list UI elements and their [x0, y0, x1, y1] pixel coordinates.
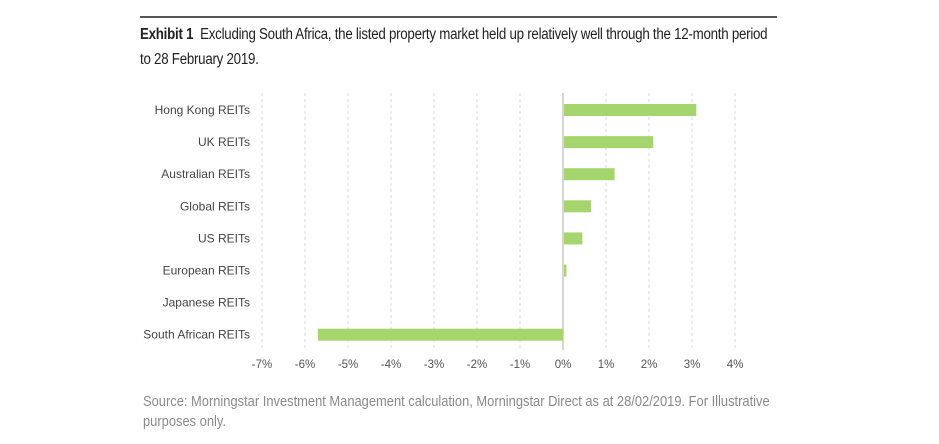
- gridlines: [261, 93, 736, 350]
- category-label: Australian REITs: [161, 167, 250, 181]
- x-tick-label: 2%: [641, 359, 658, 371]
- x-tick-label: -7%: [252, 359, 272, 371]
- x-tick-label: 1%: [598, 359, 615, 371]
- x-tick-label: 0%: [555, 359, 572, 371]
- category-label: Japanese REITs: [163, 296, 250, 310]
- x-tick-label: -3%: [424, 359, 444, 371]
- x-tick-label: -2%: [467, 359, 487, 371]
- x-tick-label: -6%: [295, 359, 315, 371]
- category-label: South African REITs: [143, 328, 250, 342]
- bar: [564, 232, 583, 245]
- category-label: European REITs: [163, 264, 250, 278]
- category-label: US REITs: [198, 231, 250, 245]
- category-labels: Hong Kong REITs UK REITs Australian REITs G…: [143, 103, 250, 342]
- x-tick-label: 4%: [727, 359, 744, 371]
- exhibit-title: Exhibit 1 Excluding South Africa, the li…: [140, 22, 780, 72]
- category-label: Hong Kong REITs: [155, 103, 250, 117]
- top-rule: [140, 16, 777, 18]
- category-label: UK REITs: [198, 135, 250, 149]
- bar: [564, 168, 615, 181]
- bar: [564, 136, 654, 149]
- bar: [564, 104, 697, 116]
- tick-labels: -7% -6% -5% -4% -3% -2% -1% 0% 1% 2% 3% 4%: [252, 359, 744, 371]
- exhibit-label: Exhibit 1: [140, 26, 194, 43]
- category-label: Global REITs: [180, 199, 250, 213]
- x-tick-label: -1%: [510, 359, 530, 371]
- bar: [317, 328, 563, 341]
- source-note: Source: Morningstar Investment Managemen…: [143, 393, 770, 430]
- x-tick-label: -5%: [338, 359, 358, 371]
- x-tick-label: 3%: [684, 359, 701, 371]
- bars: [317, 104, 697, 341]
- bar: [564, 200, 591, 213]
- exhibit-title-text: Excluding South Africa, the listed prope…: [140, 26, 768, 68]
- bar: [564, 264, 567, 277]
- x-tick-label: -4%: [381, 359, 401, 371]
